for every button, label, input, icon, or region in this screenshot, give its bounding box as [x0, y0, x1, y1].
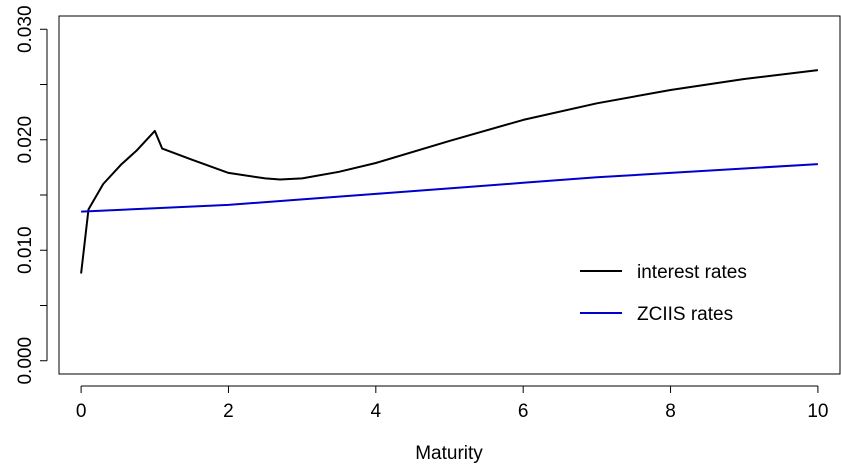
y-tick-label: 0.010	[15, 226, 36, 274]
x-tick-label: 8	[665, 401, 676, 422]
x-axis-label: Maturity	[415, 443, 483, 464]
legend: interest rates ZCIIS rates	[580, 262, 747, 325]
plot-frame	[58, 15, 841, 375]
y-tick-label: 0.020	[15, 116, 36, 164]
y-tick-label: 0.000	[15, 337, 36, 385]
series-lines	[80, 69, 819, 274]
series-line-zciis-rates	[81, 163, 818, 213]
x-tick-label: 4	[371, 401, 382, 422]
x-axis: 0 2 4 6 8 10	[76, 385, 828, 422]
x-tick-label: 2	[223, 401, 234, 422]
legend-label-zciis-rates: ZCIIS rates	[637, 304, 733, 325]
x-tick-label: 0	[76, 401, 87, 422]
x-tick-label: 10	[807, 401, 828, 422]
y-tick-label: 0.030	[15, 5, 36, 53]
series-line-interest-rates	[80, 69, 819, 274]
legend-label-interest-rates: interest rates	[637, 262, 747, 283]
x-tick-label: 6	[518, 401, 529, 422]
y-axis: 0.000 0.010 0.020 0.030	[15, 5, 48, 385]
